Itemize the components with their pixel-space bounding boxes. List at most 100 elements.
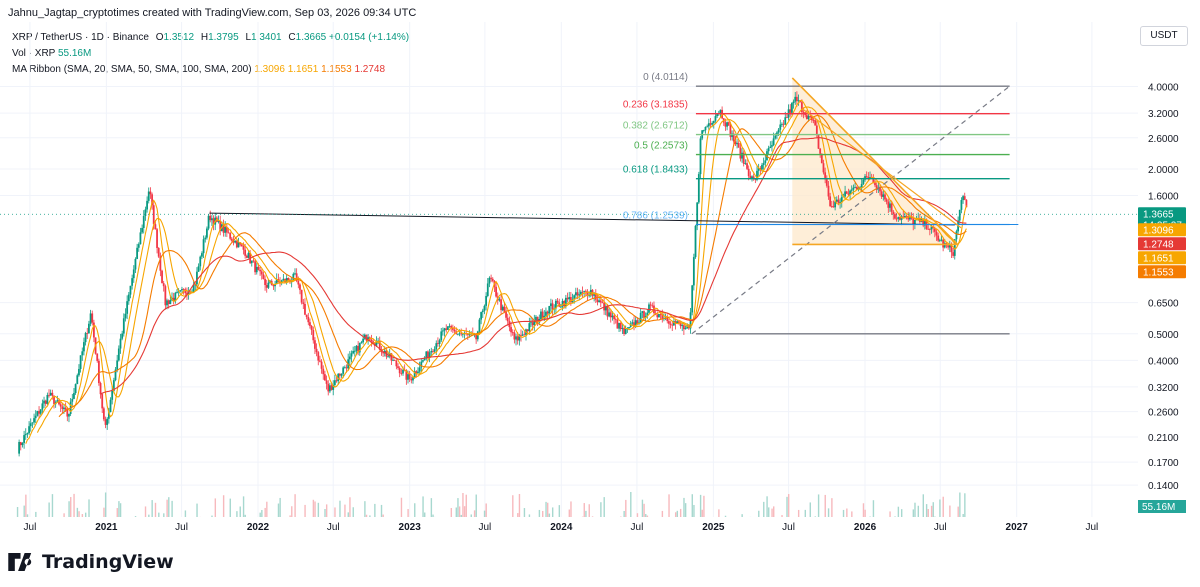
candle-body <box>564 297 567 307</box>
candle-body <box>716 114 719 117</box>
candle-body <box>363 334 366 339</box>
candle-body <box>378 340 381 350</box>
candle-body <box>752 176 755 179</box>
volume-bar <box>942 496 944 517</box>
volume-bar <box>430 498 433 517</box>
candle-body <box>370 339 373 342</box>
candle-body <box>794 96 797 102</box>
candle-body <box>555 300 557 309</box>
candle-body <box>438 340 441 344</box>
candle-body <box>805 115 808 120</box>
candle-body <box>239 242 242 245</box>
volume-bar <box>84 512 87 517</box>
candle-body <box>230 238 233 241</box>
candle-body <box>81 351 84 356</box>
volume-bar <box>424 512 426 517</box>
close-value: 1.3665 <box>295 32 327 43</box>
open-label: O <box>155 32 164 43</box>
volume-bar <box>827 508 830 517</box>
price-axis[interactable]: 4.0000 3.2000 2.6000 2.0000 1.6000 0.6500 0.50… <box>1138 22 1200 517</box>
candle-body <box>495 286 497 297</box>
candle-body <box>885 199 888 202</box>
candle-body <box>614 319 617 320</box>
candle-body <box>260 271 263 275</box>
candle-body <box>782 123 785 125</box>
candle-body <box>212 218 215 225</box>
candle-body <box>387 356 389 358</box>
candle-body <box>450 325 453 328</box>
candle-body <box>418 367 421 372</box>
candle-body <box>762 163 765 165</box>
volume-bar <box>925 504 928 517</box>
volume-bar <box>558 505 561 517</box>
candle-body <box>521 334 524 336</box>
fib-level-label: 0 (4.0114) <box>643 72 688 83</box>
volume-bar <box>786 496 788 517</box>
volume-bar <box>932 502 934 517</box>
price-chart[interactable]: 0 (4.0114) 0.236 (3.1835) 0.382 (2.6712) 0.… <box>0 22 1138 517</box>
candle-body <box>460 333 463 335</box>
candle-body <box>814 120 817 126</box>
candle-body <box>526 329 529 332</box>
candle-body <box>927 228 930 230</box>
ma-ribbon-row[interactable]: MA Ribbon (SMA, 20, SMA, 50, SMA, 100, S… <box>12 62 409 78</box>
price-tick-label: 0.2100 <box>1148 433 1179 444</box>
symbol-row[interactable]: XRP / TetherUS · 1D · Binance O1.3512 H1… <box>12 30 409 46</box>
volume-bar <box>400 497 403 517</box>
volume-bar <box>485 503 487 517</box>
volume-bar <box>691 494 693 517</box>
change-value: +0.0154 (+1.14%) <box>329 32 410 43</box>
candle-body <box>31 422 34 424</box>
candle-body <box>827 185 830 197</box>
candle-body <box>225 227 228 233</box>
time-axis[interactable]: Jul 2021 Jul 2022 Jul 2023 Jul 2024 Jul 2025 Jul 20… <box>0 517 1138 537</box>
volume-bar <box>365 514 368 517</box>
candle-body <box>322 368 325 375</box>
symbol-name[interactable]: XRP / TetherUS · 1D · Binance <box>12 32 149 43</box>
price-tick-label: 0.2600 <box>1148 408 1179 419</box>
volume-bar <box>163 513 165 517</box>
candle-body <box>234 240 237 243</box>
candle-body <box>176 292 178 293</box>
volume-bar <box>674 512 677 517</box>
candle-body <box>201 253 203 257</box>
candle-body <box>889 203 891 208</box>
candle-body <box>320 361 323 369</box>
volume-bar <box>352 507 354 517</box>
candle-body <box>960 200 963 210</box>
candle-body <box>556 300 559 303</box>
volume-row[interactable]: Vol · XRP 55.16M <box>12 46 409 62</box>
candle-body <box>219 220 222 232</box>
volume-bar <box>630 492 632 517</box>
candle-body <box>136 247 139 259</box>
candle-body <box>648 304 650 313</box>
tradingview-logo-icon <box>8 553 32 571</box>
candle-body <box>832 206 835 208</box>
candle-body <box>855 186 858 190</box>
candle-body <box>498 299 501 301</box>
candle-body <box>830 206 833 207</box>
candle-body <box>235 240 238 248</box>
candle-body <box>548 306 551 314</box>
volume-label[interactable]: Vol · XRP <box>12 48 56 59</box>
price-tick-label: 2.6000 <box>1148 134 1179 145</box>
candle-body <box>646 312 649 317</box>
candle-body <box>535 316 537 321</box>
candle-body <box>121 333 124 339</box>
candle-body <box>771 145 773 147</box>
candle-body <box>902 216 905 218</box>
candle-body <box>21 442 24 446</box>
volume-bar <box>939 499 941 517</box>
candle-body <box>264 278 266 285</box>
candle-body <box>759 168 762 170</box>
candle-body <box>305 314 308 317</box>
candle-body <box>581 291 584 293</box>
candle-body <box>566 297 569 300</box>
candle-body <box>904 215 906 218</box>
currency-button[interactable]: USDT <box>1140 26 1188 46</box>
volume-bar <box>455 507 457 517</box>
volume-bar <box>897 506 900 517</box>
candle-body <box>727 122 730 126</box>
candle-body <box>164 286 167 306</box>
ma-ribbon-label[interactable]: MA Ribbon (SMA, 20, SMA, 50, SMA, 100, S… <box>12 64 252 75</box>
